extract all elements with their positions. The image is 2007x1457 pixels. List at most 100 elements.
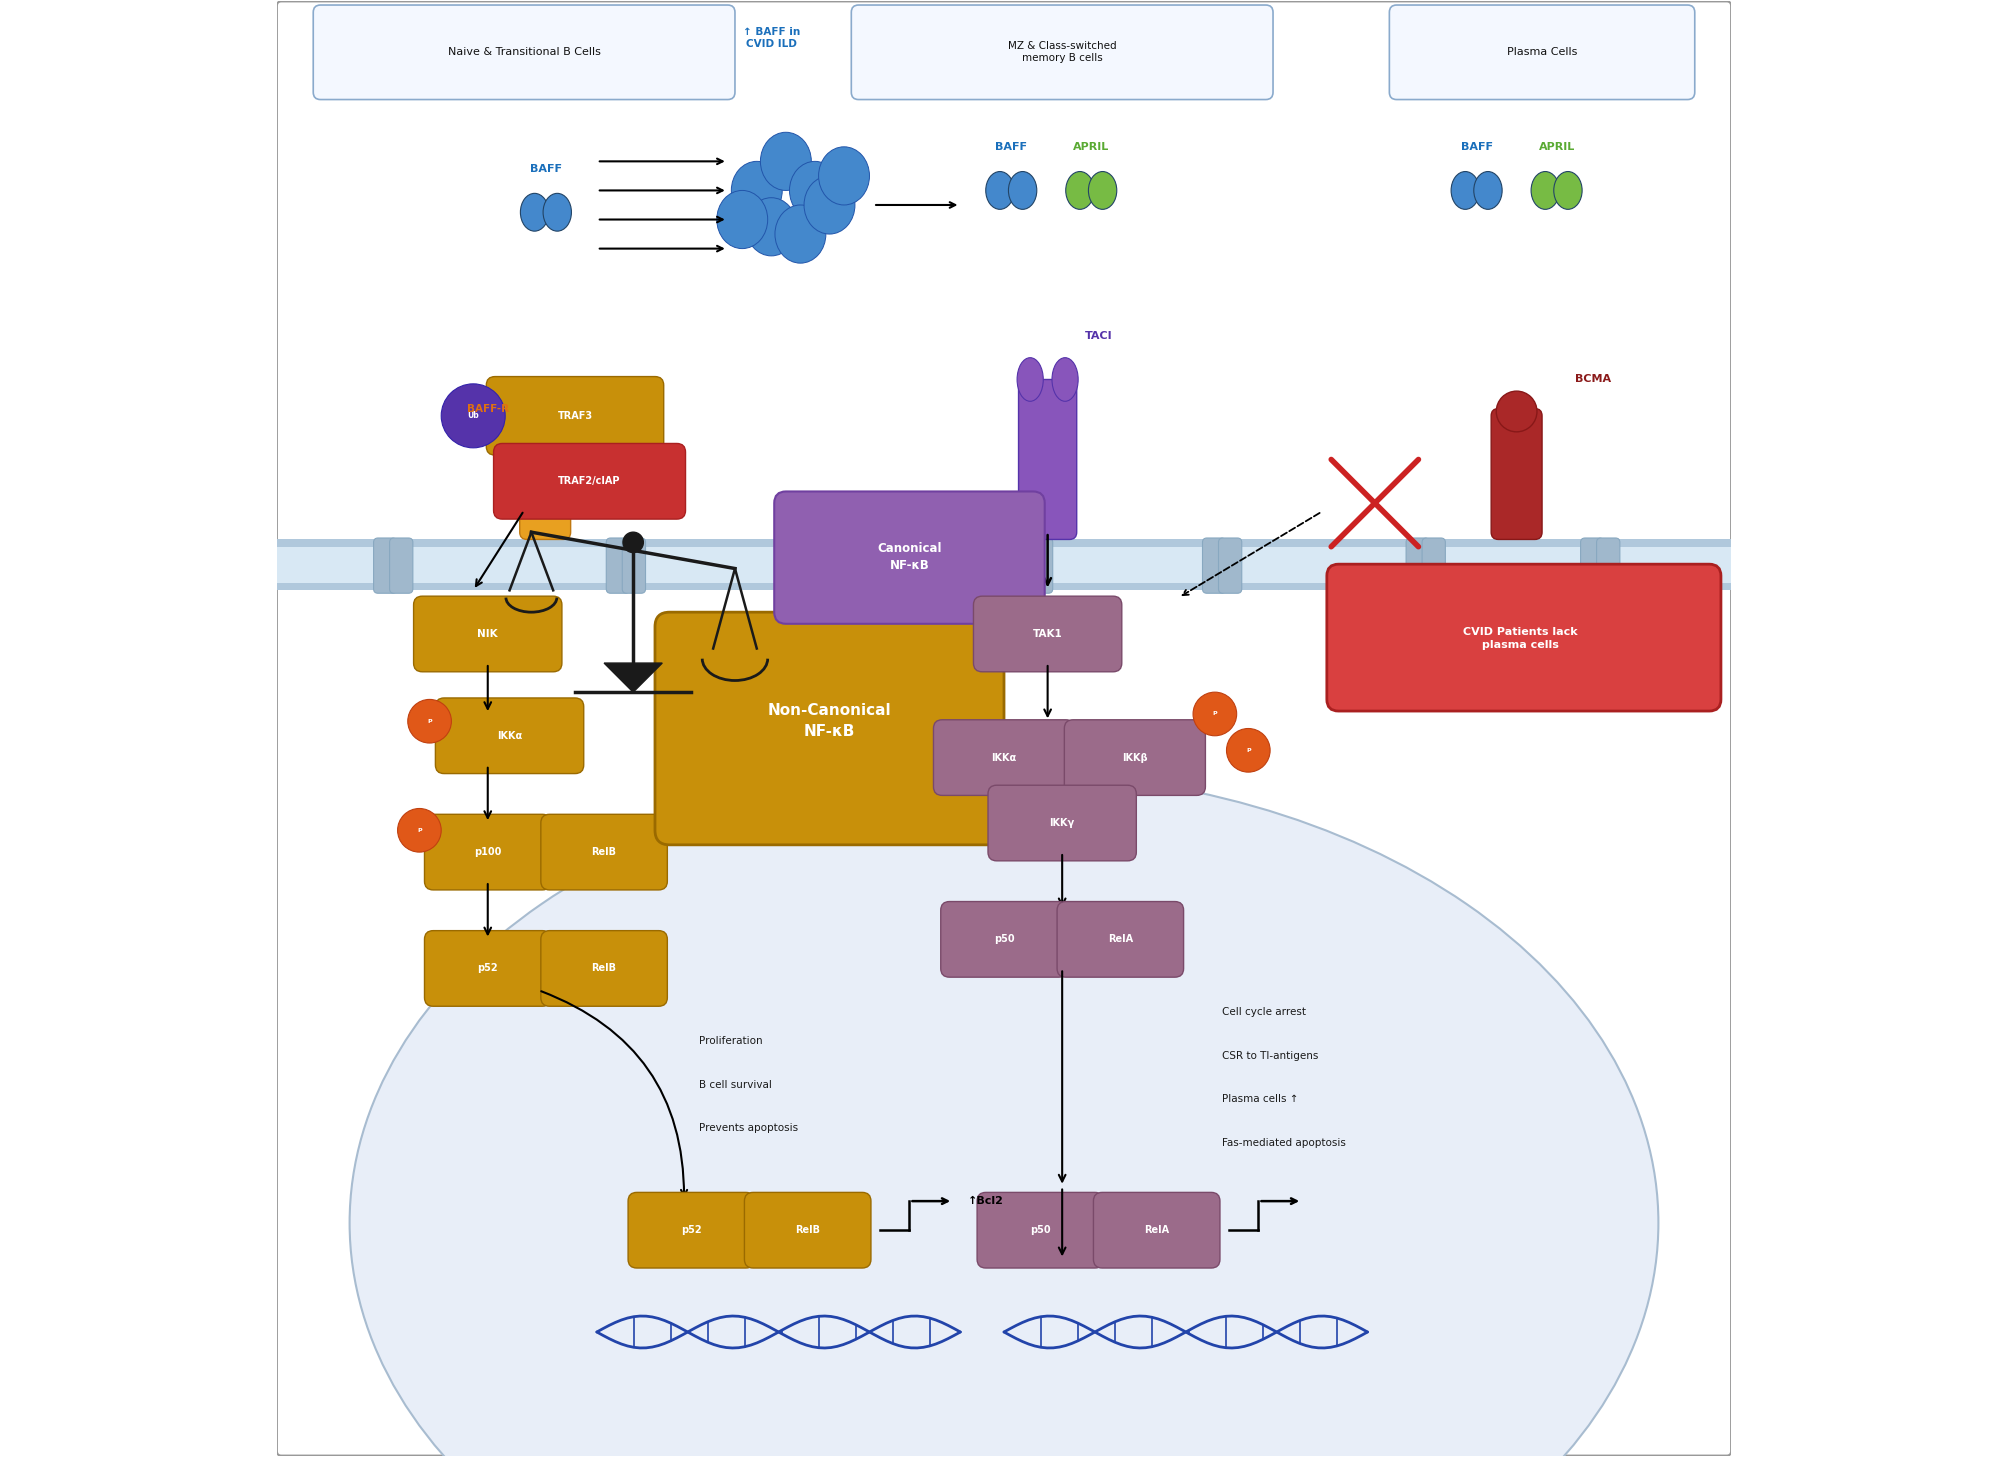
- Circle shape: [397, 809, 442, 852]
- Ellipse shape: [1473, 172, 1501, 210]
- FancyBboxPatch shape: [1018, 379, 1076, 539]
- FancyBboxPatch shape: [1064, 720, 1204, 796]
- FancyBboxPatch shape: [1030, 538, 1052, 593]
- Ellipse shape: [1066, 172, 1094, 210]
- Ellipse shape: [775, 205, 825, 264]
- Text: BAFF: BAFF: [1459, 141, 1491, 152]
- Text: p100: p100: [474, 847, 502, 857]
- Text: Plasma Cells: Plasma Cells: [1505, 47, 1575, 57]
- FancyBboxPatch shape: [520, 415, 570, 539]
- Circle shape: [442, 383, 506, 447]
- FancyBboxPatch shape: [540, 931, 666, 1007]
- FancyBboxPatch shape: [1405, 538, 1429, 593]
- Ellipse shape: [731, 162, 783, 220]
- FancyBboxPatch shape: [628, 1192, 755, 1268]
- FancyBboxPatch shape: [825, 538, 849, 593]
- Ellipse shape: [716, 191, 767, 249]
- FancyBboxPatch shape: [1327, 564, 1720, 711]
- Text: RelB: RelB: [592, 963, 616, 973]
- FancyBboxPatch shape: [1014, 538, 1036, 593]
- Ellipse shape: [1529, 172, 1559, 210]
- FancyBboxPatch shape: [1056, 902, 1182, 978]
- Ellipse shape: [803, 176, 855, 235]
- Text: Cell cycle arrest: Cell cycle arrest: [1222, 1007, 1305, 1017]
- Ellipse shape: [542, 194, 572, 232]
- Text: p52: p52: [478, 963, 498, 973]
- Text: ↑ BAFF in
CVID ILD: ↑ BAFF in CVID ILD: [743, 26, 799, 50]
- FancyBboxPatch shape: [851, 4, 1272, 99]
- Circle shape: [1226, 728, 1270, 772]
- Text: Fas-mediated apoptosis: Fas-mediated apoptosis: [1222, 1138, 1345, 1148]
- Text: IKKα: IKKα: [496, 731, 522, 740]
- Text: B cell survival: B cell survival: [698, 1080, 771, 1090]
- Ellipse shape: [1495, 390, 1535, 431]
- FancyBboxPatch shape: [436, 698, 584, 774]
- FancyBboxPatch shape: [745, 1192, 871, 1268]
- FancyBboxPatch shape: [622, 538, 644, 593]
- Text: TRAF2/cIAP: TRAF2/cIAP: [558, 476, 620, 487]
- FancyBboxPatch shape: [1421, 538, 1445, 593]
- Text: P: P: [1212, 711, 1216, 717]
- Text: IKKα: IKKα: [991, 753, 1016, 762]
- Ellipse shape: [1018, 357, 1044, 401]
- Ellipse shape: [520, 194, 548, 232]
- FancyBboxPatch shape: [939, 902, 1068, 978]
- Ellipse shape: [819, 147, 869, 205]
- FancyBboxPatch shape: [423, 814, 550, 890]
- Text: P: P: [427, 718, 432, 724]
- Ellipse shape: [1052, 357, 1078, 401]
- Circle shape: [1192, 692, 1236, 736]
- FancyBboxPatch shape: [1596, 538, 1620, 593]
- Text: Prevents apoptosis: Prevents apoptosis: [698, 1123, 797, 1134]
- Text: IKKγ: IKKγ: [1050, 817, 1074, 828]
- Text: APRIL: APRIL: [1537, 141, 1573, 152]
- Text: BAFF: BAFF: [995, 141, 1028, 152]
- FancyBboxPatch shape: [423, 931, 550, 1007]
- FancyBboxPatch shape: [1491, 408, 1541, 539]
- Bar: [277, 539, 1730, 590]
- FancyBboxPatch shape: [389, 538, 413, 593]
- Circle shape: [407, 699, 452, 743]
- Text: RelA: RelA: [1144, 1225, 1168, 1236]
- FancyBboxPatch shape: [606, 538, 630, 593]
- Ellipse shape: [1451, 172, 1479, 210]
- Text: RelB: RelB: [795, 1225, 819, 1236]
- Ellipse shape: [985, 172, 1014, 210]
- FancyBboxPatch shape: [1218, 538, 1240, 593]
- Text: RelB: RelB: [592, 847, 616, 857]
- Text: TRAF3: TRAF3: [558, 411, 592, 421]
- Ellipse shape: [526, 395, 566, 436]
- Text: CSR to TI-antigens: CSR to TI-antigens: [1222, 1050, 1319, 1061]
- FancyBboxPatch shape: [1094, 1192, 1220, 1268]
- FancyBboxPatch shape: [486, 376, 664, 455]
- FancyBboxPatch shape: [973, 596, 1122, 672]
- FancyBboxPatch shape: [540, 814, 666, 890]
- Ellipse shape: [1553, 172, 1582, 210]
- Ellipse shape: [761, 133, 811, 191]
- FancyBboxPatch shape: [413, 596, 562, 672]
- Text: Non-Canonical
NF-κB: Non-Canonical NF-κB: [767, 704, 891, 739]
- FancyBboxPatch shape: [373, 538, 397, 593]
- FancyBboxPatch shape: [494, 443, 684, 519]
- FancyBboxPatch shape: [1202, 538, 1224, 593]
- Text: BAFF: BAFF: [530, 163, 562, 173]
- Text: IKKβ: IKKβ: [1122, 753, 1148, 762]
- Text: TACI: TACI: [1084, 331, 1112, 341]
- Polygon shape: [604, 663, 662, 692]
- FancyBboxPatch shape: [1389, 4, 1694, 99]
- Text: ↑Bcl2: ↑Bcl2: [967, 1196, 1004, 1206]
- Ellipse shape: [745, 198, 797, 256]
- Text: P: P: [417, 828, 421, 833]
- FancyBboxPatch shape: [977, 1192, 1104, 1268]
- Text: Naive & Transitional B Cells: Naive & Transitional B Cells: [448, 47, 600, 57]
- Text: BAFF-R: BAFF-R: [466, 404, 508, 414]
- Text: Proliferation: Proliferation: [698, 1036, 763, 1046]
- FancyBboxPatch shape: [809, 538, 833, 593]
- Text: TAK1: TAK1: [1032, 629, 1062, 640]
- Text: RelA: RelA: [1108, 934, 1132, 944]
- Text: BCMA: BCMA: [1573, 374, 1610, 385]
- FancyBboxPatch shape: [1580, 538, 1604, 593]
- Ellipse shape: [1008, 172, 1036, 210]
- Text: APRIL: APRIL: [1072, 141, 1108, 152]
- Text: Canonical
NF-κB: Canonical NF-κB: [877, 542, 941, 573]
